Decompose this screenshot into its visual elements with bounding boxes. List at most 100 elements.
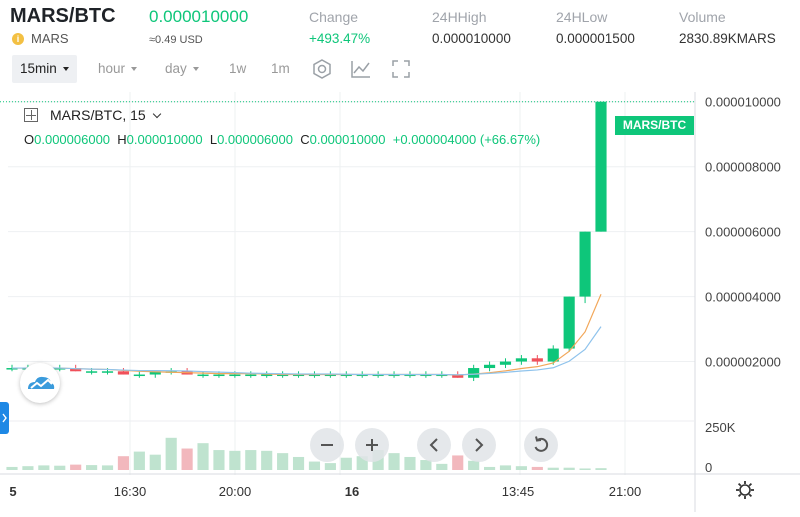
candle-body: [356, 374, 368, 377]
chart-area[interactable]: 0.000010000 0.000008000 0.000006000 0.00000…: [0, 86, 800, 512]
x-tick-label: 5: [9, 484, 16, 499]
candle-body: [213, 374, 225, 377]
candle-body: [133, 374, 145, 377]
volume-bar: [420, 460, 432, 470]
legend-symbol: MARS/BTC, 15: [50, 107, 146, 123]
stat-24h-high: 24HHigh 0.000010000: [432, 9, 511, 46]
pair-title: MARS/BTC: [10, 5, 116, 27]
y-tick-label: 0.000006000: [705, 225, 781, 240]
fullscreen-icon[interactable]: [390, 58, 412, 80]
candle-body: [308, 374, 321, 377]
indicators-icon[interactable]: [350, 58, 372, 80]
stat-value: 0.000010000: [432, 31, 511, 46]
gear-icon[interactable]: [735, 480, 755, 500]
volume-bar: [340, 457, 352, 470]
candle-body: [563, 296, 575, 349]
x-tick-label: 20:00: [219, 484, 252, 499]
coin-info-icon[interactable]: i: [12, 33, 24, 45]
tradingview-logo-button[interactable]: [20, 363, 60, 403]
volume-bar: [308, 461, 321, 470]
stat-24h-low: 24HLow 0.000001500: [556, 9, 635, 46]
volume-tick-label: 0: [705, 460, 712, 475]
side-panel-toggle[interactable]: [0, 402, 9, 434]
volume-bar: [356, 456, 368, 470]
candle-body: [404, 374, 416, 377]
interval-hour-dropdown[interactable]: hour: [98, 55, 138, 83]
chevron-right-icon: [2, 413, 7, 423]
candle-body: [579, 231, 591, 297]
minus-icon: [321, 444, 333, 446]
reset-icon: [534, 436, 549, 452]
candle-body: [531, 358, 543, 362]
candle-body: [420, 374, 432, 377]
volume-bar: [133, 451, 145, 470]
chevron-down-icon: [131, 67, 138, 72]
volume-bar: [579, 468, 591, 470]
stat-label: 24HLow: [556, 9, 608, 25]
zoom-in-button[interactable]: [355, 428, 389, 462]
chart-toolbar: 15min hour day 1w 1m: [0, 54, 800, 84]
candle-body: [197, 374, 209, 377]
reset-chart-button[interactable]: [524, 428, 558, 462]
volume-bar: [531, 466, 543, 470]
ohlc-low-label: L: [209, 132, 218, 147]
ohlc-open-label: O: [24, 132, 35, 147]
volume-bar: [436, 463, 448, 470]
settings-hexagon-icon[interactable]: [311, 58, 333, 80]
volume-bar: [404, 456, 416, 470]
candle-body: [324, 374, 336, 377]
chevron-right-icon: [475, 438, 484, 452]
coin-name: MARS: [31, 31, 69, 46]
volume-bar: [197, 443, 209, 470]
volume-bar: [245, 450, 257, 470]
interval-1w-button[interactable]: 1w: [229, 61, 247, 76]
chevron-down-icon: [192, 67, 199, 72]
candle-body: [292, 374, 305, 377]
ohlc-close: 0.000010000: [309, 132, 386, 147]
legend-title[interactable]: MARS/BTC, 15: [50, 107, 161, 123]
candle-body: [483, 364, 496, 369]
x-tick-label: 16:30: [114, 484, 147, 499]
stat-change: Change +493.47%: [309, 9, 370, 46]
last-price-tag: MARS/BTC: [615, 116, 694, 135]
volume-bar: [229, 450, 241, 470]
candle-body: [452, 374, 464, 378]
stat-value: 0.000001500: [556, 31, 635, 46]
ohlc-change: +0.000004000 (+66.67%): [392, 132, 541, 147]
interval-label: 15min: [20, 61, 57, 76]
volume-bar: [54, 465, 66, 470]
x-tick-label: 13:45: [502, 484, 535, 499]
volume-bar: [117, 456, 130, 470]
interval-1m-button[interactable]: 1m: [271, 61, 290, 76]
zoom-out-button[interactable]: [310, 428, 344, 462]
volume-bar: [595, 468, 607, 470]
candle-body: [70, 368, 82, 372]
candle-body: [277, 374, 289, 377]
chevron-left-icon: [429, 438, 438, 452]
volume-bar: [22, 466, 34, 470]
interval-15min-dropdown[interactable]: 15min: [12, 55, 77, 83]
candle-body: [372, 374, 384, 377]
volume-bar: [165, 437, 177, 470]
cloud-chart-logo-icon: [28, 376, 55, 389]
scroll-left-button[interactable]: [417, 428, 451, 462]
volume-bar: [324, 463, 336, 470]
moving-average-line: [12, 326, 602, 376]
candlestick-chart[interactable]: 0.000010000 0.000008000 0.000006000 0.00000…: [0, 86, 800, 512]
y-tick-label: 0.000002000: [705, 355, 781, 370]
ohlc-high: 0.000010000: [126, 132, 203, 147]
volume-bar: [86, 465, 98, 470]
moving-average-line: [12, 294, 602, 376]
volume-bar: [181, 448, 193, 470]
volume-bar: [468, 460, 480, 470]
scroll-right-button[interactable]: [462, 428, 496, 462]
volume-bar: [213, 450, 225, 470]
plus-icon: [366, 439, 378, 451]
volume-bar: [277, 453, 289, 470]
interval-day-dropdown[interactable]: day: [165, 55, 199, 83]
stat-volume: Volume 2830.89KMARS: [679, 9, 776, 46]
volume-bar: [563, 467, 575, 470]
candle-body: [6, 368, 18, 370]
volume-bar: [515, 466, 527, 470]
collapse-legend-icon[interactable]: [24, 108, 38, 122]
